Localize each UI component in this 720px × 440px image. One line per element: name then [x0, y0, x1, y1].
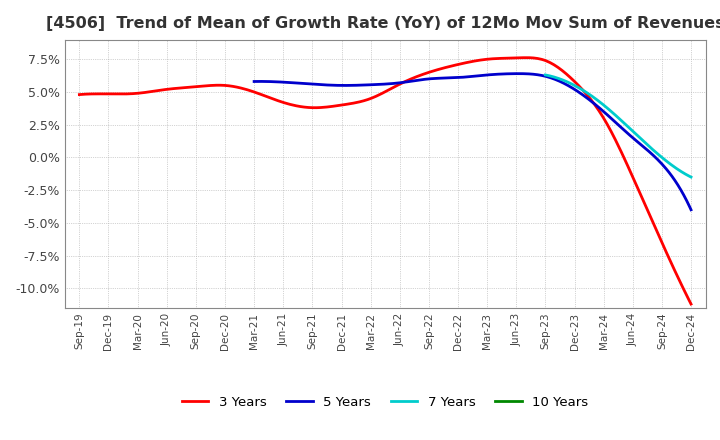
3 Years: [631, 181, 640, 187]
7 Years: [628, 128, 636, 133]
7 Years: [664, 160, 672, 165]
5 Years: [619, 127, 628, 132]
7 Years: [541, 73, 550, 78]
5 Years: [251, 79, 260, 84]
5 Years: [647, 151, 656, 157]
3 Years: [75, 92, 84, 97]
3 Years: [593, 105, 601, 110]
5 Years: [250, 79, 258, 84]
3 Years: [449, 63, 458, 68]
Title: [4506]  Trend of Mean of Growth Rate (YoY) of 12Mo Mov Sum of Revenues: [4506] Trend of Mean of Growth Rate (YoY…: [46, 16, 720, 32]
7 Years: [673, 166, 682, 172]
7 Years: [541, 72, 550, 77]
3 Years: [439, 66, 448, 71]
Line: 7 Years: 7 Years: [546, 75, 691, 177]
7 Years: [630, 130, 639, 136]
Line: 3 Years: 3 Years: [79, 58, 691, 304]
3 Years: [523, 55, 531, 60]
3 Years: [77, 92, 86, 97]
7 Years: [687, 174, 696, 180]
5 Years: [514, 71, 523, 76]
Line: 5 Years: 5 Years: [254, 73, 691, 210]
5 Years: [518, 71, 527, 76]
Legend: 3 Years, 5 Years, 7 Years, 10 Years: 3 Years, 5 Years, 7 Years, 10 Years: [176, 391, 594, 414]
5 Years: [510, 71, 518, 76]
5 Years: [687, 207, 696, 213]
5 Years: [508, 71, 517, 76]
3 Years: [687, 301, 696, 307]
3 Years: [437, 66, 446, 71]
7 Years: [627, 128, 636, 133]
